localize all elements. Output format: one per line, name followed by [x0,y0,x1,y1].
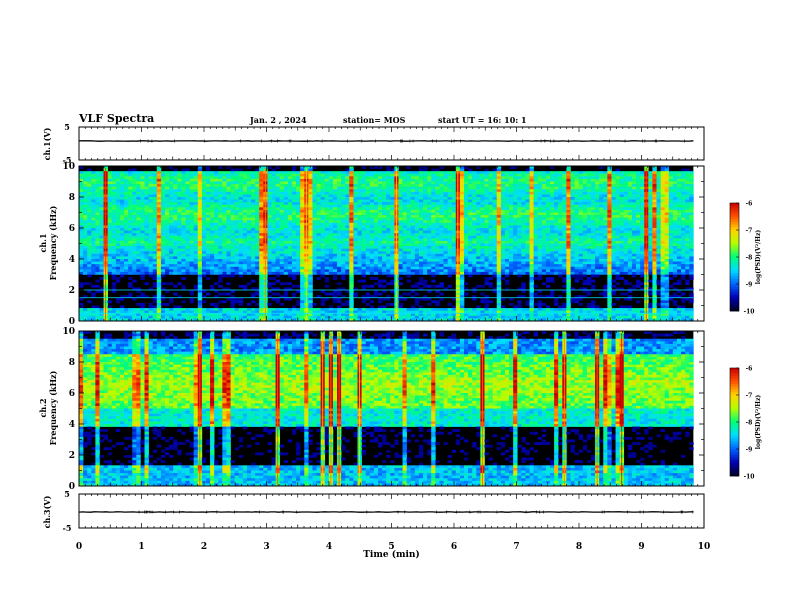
colorbar-label: log(PSD)(V²/Hz) [755,395,762,450]
colorbar-tick-label: -9 [746,447,753,454]
y-tick-label: 5 [64,122,70,132]
station-label: station= MOS [343,115,406,125]
colorbar-tick-label: -7 [746,393,753,400]
y-tick-label: 6 [69,389,75,399]
ch1-spectrogram-ylabel: ch.1 [38,233,48,252]
y-tick-label: 2 [69,451,75,461]
x-tick-label: 5 [388,542,394,552]
y-tick-label: 2 [69,286,75,296]
ch1-spectrogram-ylabel: Frequency (kHz) [48,205,58,280]
ch2-spectrogram-ylabel: Frequency (kHz) [48,370,58,445]
ch1-colorbar [729,202,740,312]
x-tick-label: 3 [263,542,269,552]
chart-title: VLF Spectra [79,112,155,125]
colorbar-label: log(PSD)(V²/Hz) [755,230,762,285]
ch1-spectrogram [79,166,694,322]
colorbar-tick-label: -10 [744,474,755,481]
x-tick-label: 1 [138,542,144,552]
y-tick-label: 5 [64,489,70,499]
colorbar-tick-label: -8 [746,255,753,262]
x-tick-label: 0 [76,542,82,552]
x-tick-label: 8 [576,542,582,552]
colorbar-tick-label: -10 [744,309,755,316]
ch2-colorbar [729,367,740,477]
x-tick-label: 10 [698,542,711,552]
ch2-spectrogram [79,331,694,487]
ch3-waveform-ylabel: ch.3(V) [42,495,52,528]
x-tick-label: 7 [513,542,519,552]
x-tick-label: 2 [201,542,207,552]
date-label: Jan. 2 , 2024 [250,115,307,125]
colorbar-tick-label: -9 [746,282,753,289]
colorbar-tick-label: -7 [746,228,753,235]
y-tick-label: 0 [69,317,75,327]
x-tick-label: 9 [638,542,644,552]
x-tick-label: 4 [326,542,332,552]
ch1-waveform-ylabel: ch.1(V) [42,127,52,160]
y-tick-label: -5 [63,155,72,165]
y-tick-label: 4 [69,420,75,430]
y-tick-label: 0 [69,482,75,492]
x-axis-label: Time (min) [363,549,420,560]
colorbar-tick-label: -6 [746,201,753,208]
start-time-label: start UT = 16: 10: 1 [438,115,527,125]
y-tick-label: 6 [69,224,75,234]
colorbar-tick-label: -8 [746,420,753,427]
y-tick-label: 8 [69,193,75,203]
x-tick-label: 6 [451,542,457,552]
y-tick-label: 10 [62,162,75,172]
y-tick-label: 8 [69,358,75,368]
y-tick-label: 4 [69,255,75,265]
ch2-spectrogram-ylabel: ch.2 [38,398,48,417]
y-tick-label: 10 [62,327,75,337]
colorbar-tick-label: -6 [746,366,753,373]
panel-frame [78,493,705,529]
y-tick-label: -5 [63,523,72,533]
